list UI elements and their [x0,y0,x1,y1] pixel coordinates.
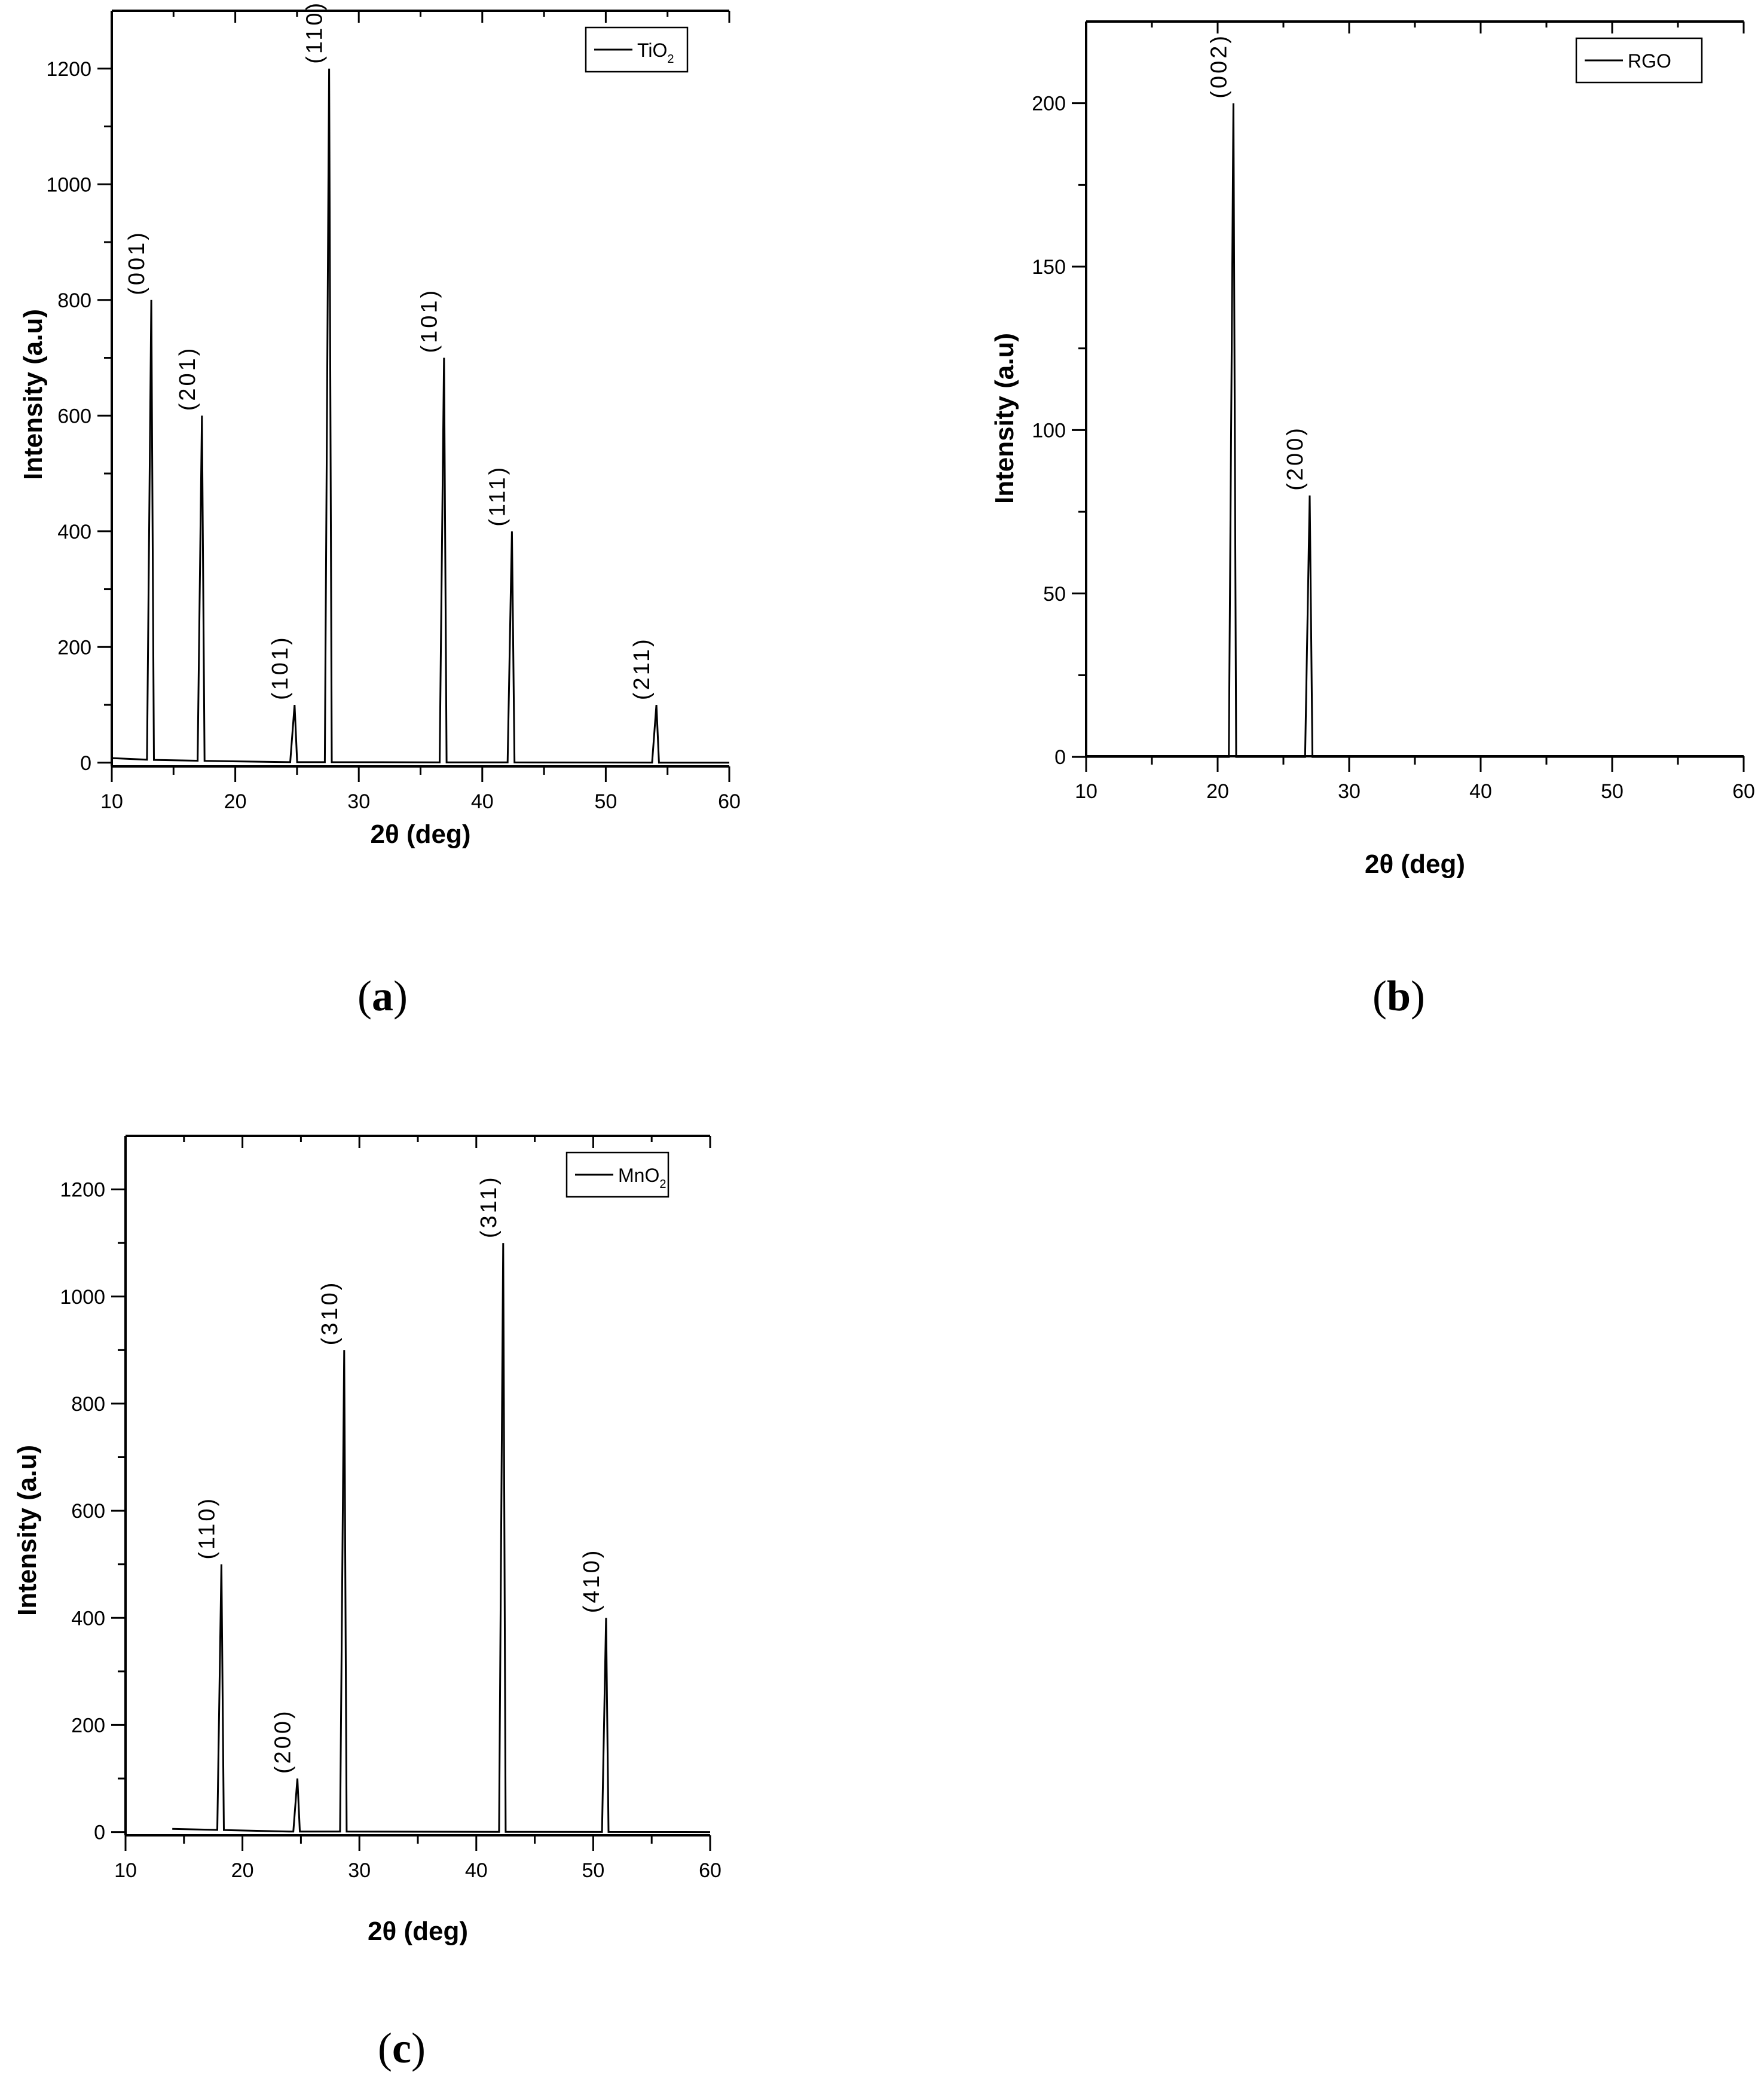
xrd-series-line [172,1243,711,1834]
x-tick-label: 50 [594,790,617,813]
peak-label: (211) [629,637,655,700]
x-tick-label: 30 [347,790,370,813]
xrd-series-line [111,68,730,764]
peak-label: (311) [476,1175,502,1238]
y-axis-title: Intensity (a.u) [990,333,1019,504]
peak-label: (111) [485,465,510,527]
x-tick-label: 30 [348,1859,371,1882]
peak-label: (200) [271,1709,296,1774]
y-axis-title: Intensity (a.u) [19,309,48,480]
peak-label: (002) [1206,33,1231,99]
y-tick-label: 600 [57,405,91,427]
chart-panel-b: 10 20 30 40 50 60 0 50 100 150 200 2θ (deg) Intensit… [990,20,1755,1020]
x-tick-label: 60 [699,1859,722,1882]
panel-caption: (c) [378,2024,426,2072]
x-tick-label: 40 [1469,780,1492,803]
panel-caption: (b) [1372,972,1425,1020]
y-tick-label: 50 [1043,583,1066,606]
x-axis-title: 2θ (deg) [1365,850,1465,879]
y-tick-label: 0 [1054,746,1066,769]
peak-label: (201) [175,346,200,411]
xrd-series-line [1086,103,1744,758]
y-tick-label: 0 [94,1822,105,1844]
x-tick-label: 60 [718,790,741,813]
legend-subscript: 2 [659,1178,666,1191]
y-tick-label: 200 [1032,93,1066,115]
x-tick-label: 40 [465,1859,488,1882]
y-tick-label: 800 [71,1393,105,1416]
peak-label: (101) [268,635,293,700]
y-tick-label: 150 [1032,256,1066,279]
x-axis-title: 2θ (deg) [370,820,470,849]
y-tick-label: 0 [80,752,91,775]
y-tick-label: 1000 [60,1286,105,1309]
x-tick-label: 60 [1732,780,1755,803]
peak-label: (001) [124,230,149,295]
peak-label: (101) [417,288,442,353]
y-tick-label: 600 [71,1500,105,1523]
x-tick-label: 10 [100,790,123,813]
y-tick-label: 200 [71,1714,105,1737]
legend-label: RGO [1628,50,1671,72]
peak-label: (110) [302,1,328,64]
panel-caption: (a) [357,972,408,1020]
peak-label: (200) [1283,426,1308,491]
x-tick-label: 20 [224,790,247,813]
x-tick-label: 10 [1075,780,1097,803]
x-axis-title: 2θ (deg) [368,1917,468,1946]
y-tick-label: 1200 [60,1179,105,1202]
x-tick-label: 20 [1206,780,1229,803]
x-tick-label: 40 [471,790,494,813]
y-tick-label: 1200 [46,58,91,81]
x-tick-label: 50 [1601,780,1624,803]
y-tick-label: 100 [1032,419,1066,442]
legend-subscript: 2 [667,53,674,66]
x-tick-label: 20 [231,1859,254,1882]
y-tick-label: 1000 [46,173,91,196]
x-tick-label: 30 [1338,780,1361,803]
peak-label: (110) [194,1496,219,1560]
y-tick-label: 400 [71,1607,105,1630]
y-axis-title: Intensity (a.u) [13,1445,42,1616]
peak-label: (410) [579,1548,604,1614]
y-tick-label: 800 [57,289,91,312]
x-tick-label: 10 [114,1859,137,1882]
y-tick-label: 400 [57,521,91,543]
peak-label: (310) [317,1281,343,1346]
x-tick-label: 50 [582,1859,604,1882]
y-tick-label: 200 [57,636,91,659]
